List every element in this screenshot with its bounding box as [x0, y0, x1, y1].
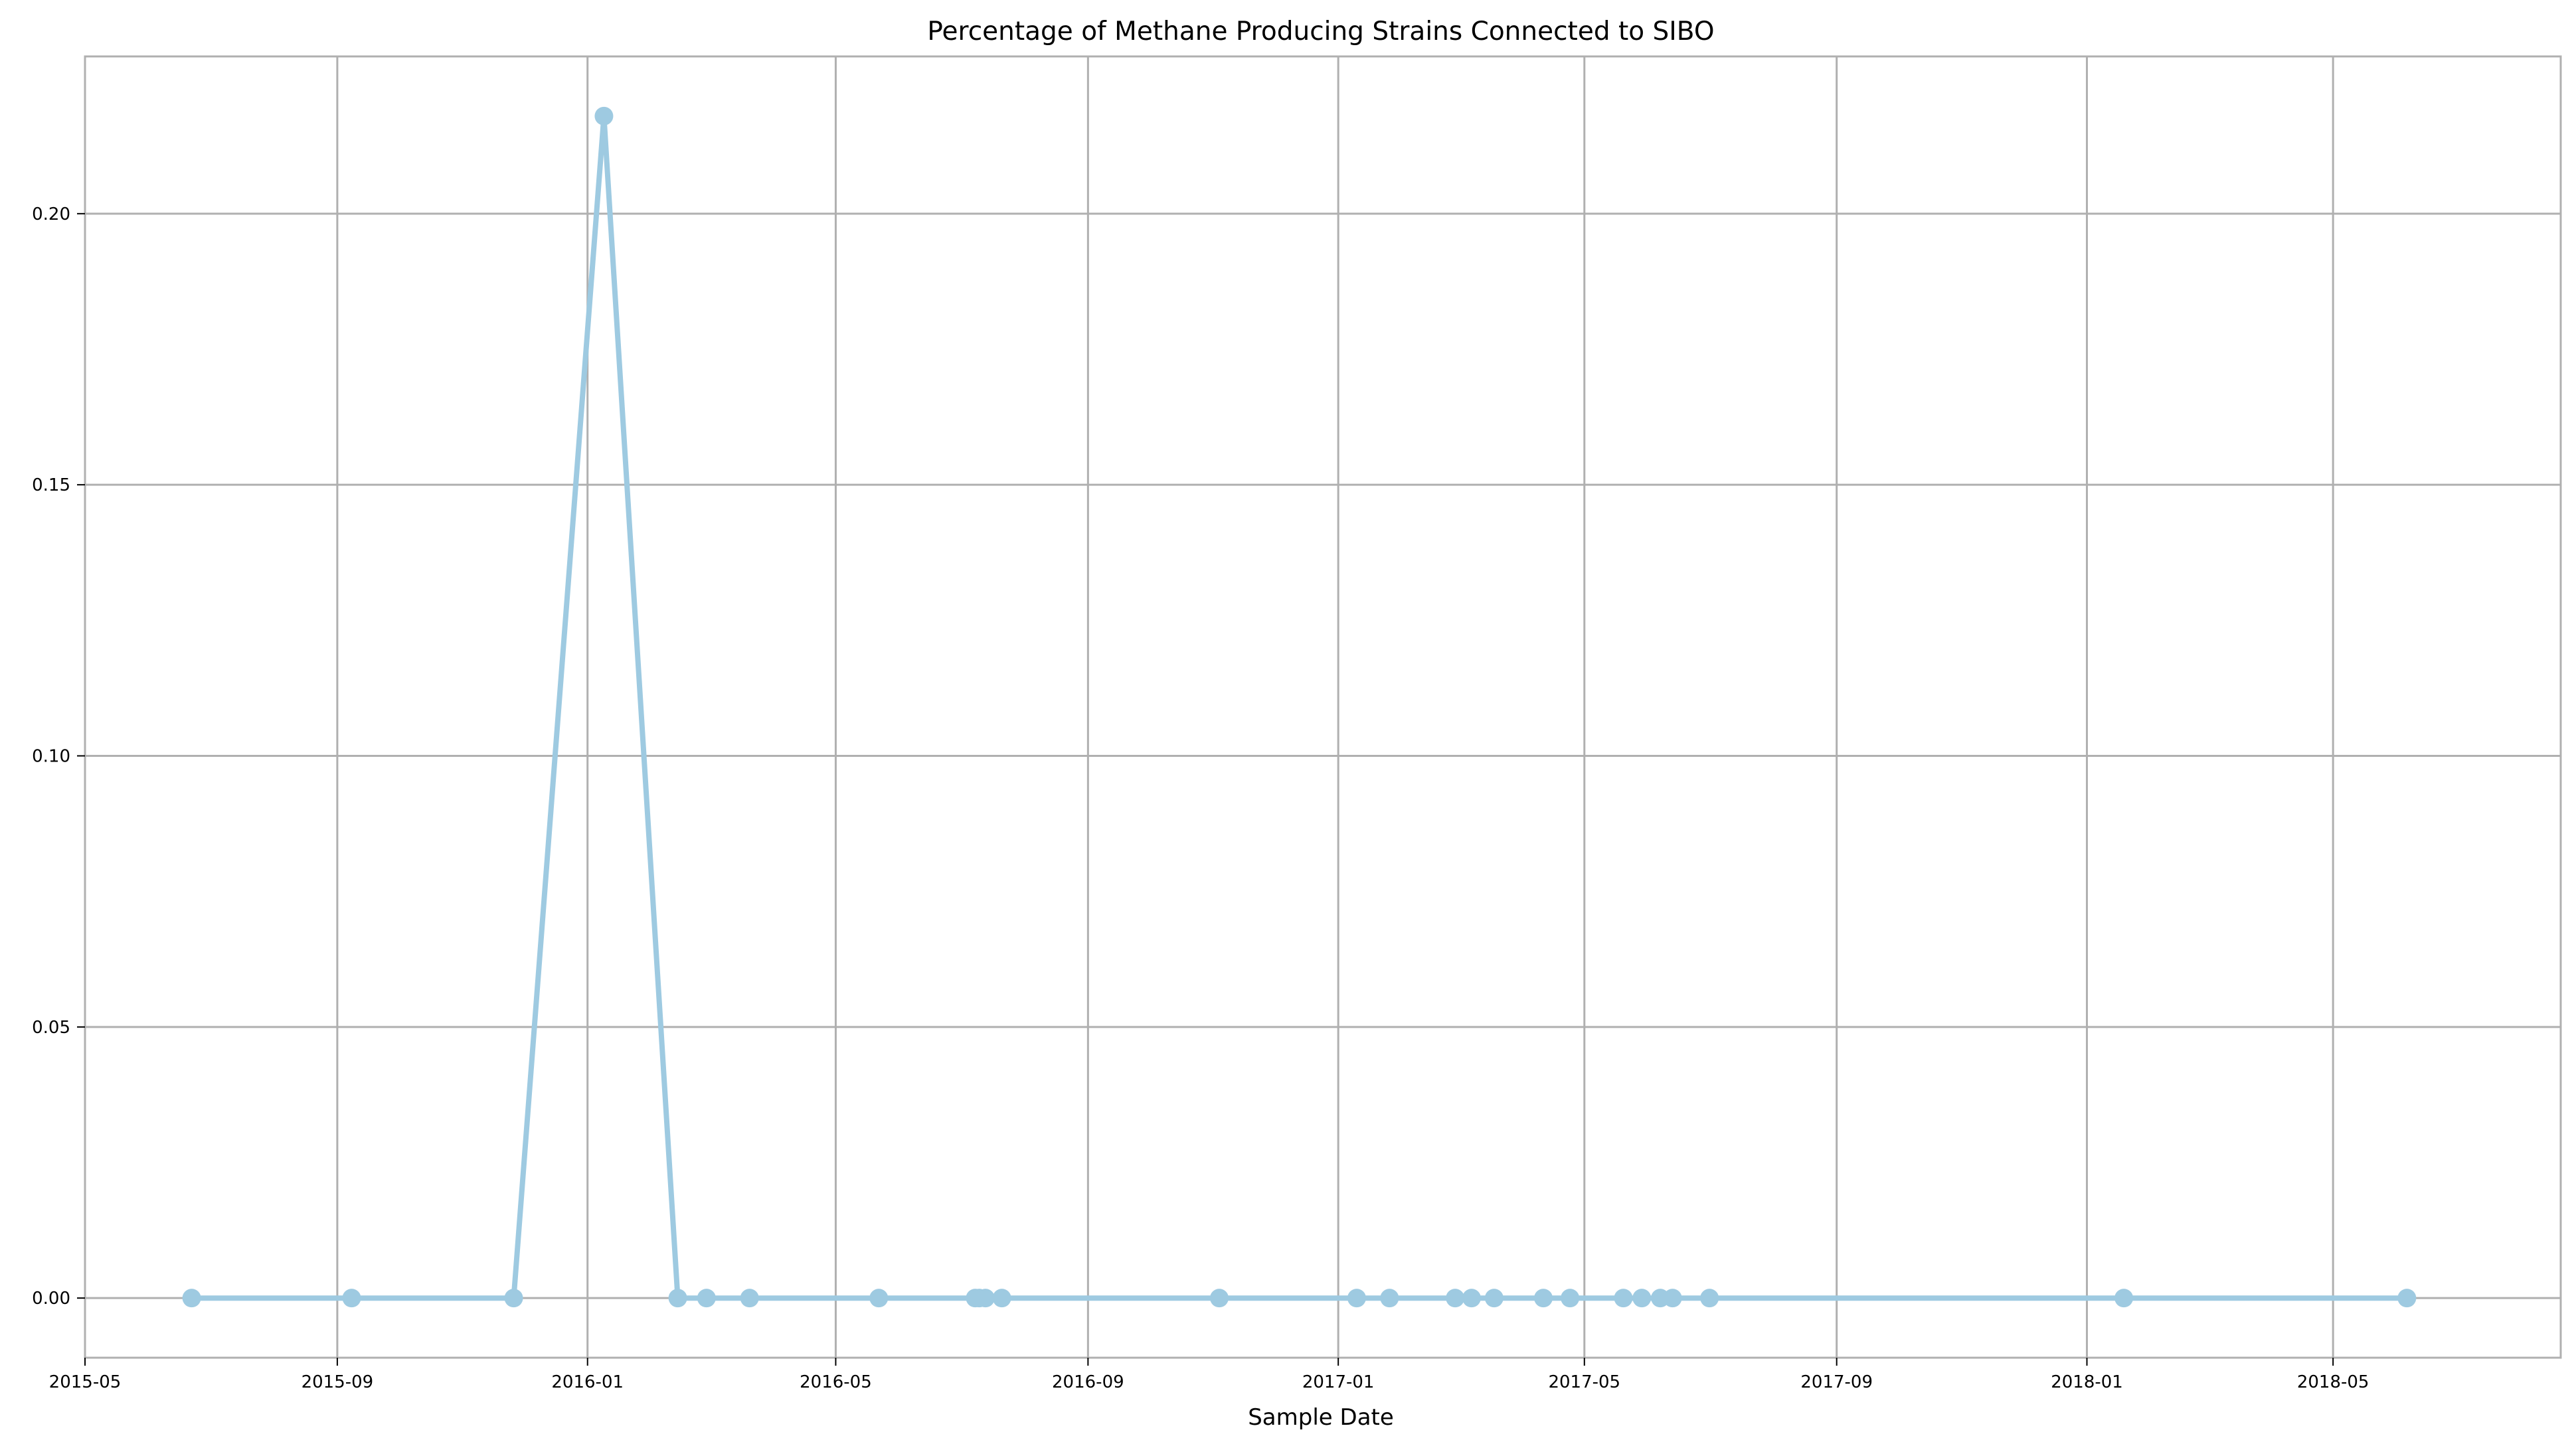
data-point: [1462, 1289, 1481, 1308]
x-tick-label: 2016-01: [551, 1372, 624, 1392]
x-tick-label: 2018-05: [2297, 1372, 2369, 1392]
data-point: [1347, 1289, 1366, 1308]
data-point: [1380, 1289, 1399, 1308]
y-tick-label: 0.10: [32, 747, 70, 767]
x-axis-label: Sample Date: [1248, 1404, 1394, 1431]
chart-title: Percentage of Methane Producing Strains …: [927, 17, 1714, 46]
x-tick-label: 2017-09: [1800, 1372, 1873, 1392]
y-tick-label: 0.20: [32, 204, 70, 224]
data-point: [1210, 1289, 1229, 1308]
x-tick-label: 2017-01: [1302, 1372, 1375, 1392]
data-point: [2114, 1289, 2134, 1308]
data-point: [1484, 1289, 1503, 1308]
data-point: [1614, 1289, 1633, 1308]
data-point: [1663, 1289, 1682, 1308]
data-point: [1632, 1289, 1652, 1308]
data-point: [504, 1289, 523, 1308]
x-tick-label: 2016-09: [1052, 1372, 1124, 1392]
y-tick-label: 0.00: [32, 1289, 70, 1309]
data-point: [1561, 1289, 1580, 1308]
data-point: [594, 106, 614, 125]
data-point: [976, 1289, 995, 1308]
y-tick-label: 0.15: [32, 475, 70, 495]
data-point: [668, 1289, 687, 1308]
y-tick-label: 0.05: [32, 1018, 70, 1038]
data-point: [1534, 1289, 1553, 1308]
data-point: [1446, 1289, 1465, 1308]
x-tick-label: 2016-05: [800, 1372, 872, 1392]
data-point: [342, 1289, 361, 1308]
data-point: [869, 1289, 889, 1308]
data-point: [992, 1289, 1011, 1308]
data-point: [2397, 1289, 2417, 1308]
plot-area-frame: [84, 55, 2562, 1359]
x-tick-label: 2015-05: [49, 1372, 122, 1392]
series-layer: [182, 106, 2417, 1308]
y-axis-ticks: 0.00 0.05 0.10 0.15 0.20: [32, 204, 85, 1309]
x-tick-label: 2017-05: [1548, 1372, 1620, 1392]
data-point: [740, 1289, 759, 1308]
x-tick-label: 2015-09: [301, 1372, 374, 1392]
data-point: [1700, 1289, 1719, 1308]
x-axis-ticks: 2015-05 2015-09 2016-01 2016-05 2016-09 2017-…: [49, 1358, 2369, 1392]
x-tick-label: 2018-01: [2051, 1372, 2123, 1392]
data-point: [697, 1289, 716, 1308]
data-point: [182, 1289, 201, 1308]
